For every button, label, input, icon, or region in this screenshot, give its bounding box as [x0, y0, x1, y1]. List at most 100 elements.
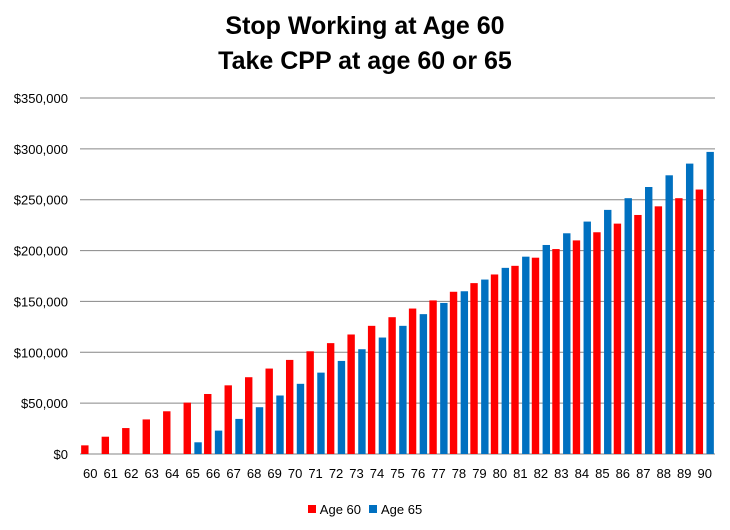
bar-age-60: [511, 265, 519, 454]
bar-age-60: [367, 325, 376, 454]
bar-age-60: [531, 257, 540, 454]
x-tick-label: 78: [452, 466, 466, 481]
bar-age-65: [419, 314, 428, 454]
bar-age-60: [265, 368, 273, 454]
y-tick-label: $250,000: [14, 193, 68, 208]
bar-age-65: [645, 187, 653, 454]
x-tick-label: 74: [370, 466, 384, 481]
y-tick-label: $100,000: [14, 345, 68, 360]
bar-age-60: [695, 189, 704, 455]
bar-age-60: [388, 317, 396, 454]
bar-age-65: [276, 395, 284, 454]
bar-age-60: [429, 300, 437, 454]
legend-label: Age 65: [381, 501, 423, 517]
bar-age-60: [163, 411, 171, 454]
bar-age-60: [408, 308, 417, 454]
x-tick-label: 60: [83, 466, 97, 481]
x-tick-label: 63: [144, 466, 158, 481]
bar-age-65: [563, 233, 571, 454]
x-tick-label: 82: [534, 466, 548, 481]
bar-age-60: [122, 428, 130, 454]
legend-item: Age 60: [307, 501, 361, 517]
x-tick-label: 79: [472, 466, 486, 481]
y-tick-label: $300,000: [14, 142, 68, 157]
bar-age-60: [490, 274, 499, 454]
bar-age-60: [204, 393, 212, 454]
y-tick-label: $0: [54, 447, 68, 462]
x-tick-label: 61: [103, 466, 117, 481]
bar-age-65: [501, 267, 510, 454]
x-tick-label: 75: [390, 466, 404, 481]
bar-age-60: [306, 351, 314, 454]
bar-age-60: [449, 291, 458, 454]
bar-age-65: [685, 163, 694, 455]
x-tick-label: 64: [165, 466, 179, 481]
x-tick-label: 62: [124, 466, 138, 481]
bar-age-65: [522, 256, 530, 454]
bar-age-60: [470, 283, 478, 454]
bar-age-60: [101, 436, 110, 454]
x-tick-label: 67: [226, 466, 240, 481]
bar-age-65: [296, 383, 305, 454]
x-tick-label: 71: [308, 466, 322, 481]
x-tick-label: 87: [636, 466, 650, 481]
y-tick-label: $150,000: [14, 294, 68, 309]
bar-age-65: [214, 430, 223, 454]
x-tick-label: 73: [349, 466, 363, 481]
bar-age-65: [440, 302, 448, 454]
bar-age-65: [317, 372, 325, 454]
legend-swatch: [369, 505, 377, 514]
bar-age-60: [593, 232, 601, 454]
x-tick-label: 77: [431, 466, 445, 481]
x-tick-label: 66: [206, 466, 220, 481]
chart-legend: Age 60 Age 65: [0, 500, 730, 517]
x-tick-label: 65: [185, 466, 199, 481]
x-tick-label: 69: [267, 466, 281, 481]
x-tick-label: 83: [554, 466, 568, 481]
bar-age-60: [81, 445, 89, 454]
bar-age-65: [706, 151, 714, 454]
bar-age-65: [542, 244, 550, 454]
bar-age-65: [460, 291, 469, 454]
bar-age-60: [654, 206, 663, 454]
bar-age-65: [583, 221, 591, 454]
x-tick-label: 72: [329, 466, 343, 481]
bar-age-65: [665, 175, 673, 455]
legend-item: Age 65: [369, 501, 422, 517]
bar-age-60: [675, 198, 683, 454]
bar-age-65: [337, 360, 346, 454]
bar-age-65: [399, 325, 407, 454]
legend-swatch: [307, 505, 316, 514]
chart-subtitle: Take CPP at age 60 or 65: [218, 47, 512, 75]
bar-age-65: [194, 442, 202, 454]
bar-age-60: [572, 240, 581, 454]
bar-age-65: [604, 209, 612, 454]
bar-age-65: [358, 349, 366, 454]
bar-age-60: [183, 402, 191, 454]
x-tick-label: 70: [288, 466, 302, 481]
bar-age-60: [224, 385, 232, 454]
bar-age-65: [481, 279, 489, 454]
bar-age-60: [285, 359, 294, 454]
bar-age-65: [624, 198, 632, 454]
x-tick-label: 90: [698, 466, 712, 481]
x-tick-label: 76: [411, 466, 425, 481]
bar-age-60: [634, 214, 642, 454]
chart-title: Stop Working at Age 60: [225, 12, 505, 40]
bar-age-60: [552, 249, 560, 454]
x-tick-label: 68: [247, 466, 261, 481]
bar-age-65: [378, 337, 387, 454]
bar-age-60: [245, 377, 253, 454]
x-tick-label: 88: [657, 466, 671, 481]
x-tick-label: 84: [575, 466, 589, 481]
bar-age-60: [326, 343, 335, 454]
y-tick-label: $350,000: [14, 91, 68, 106]
bar-age-65: [255, 407, 264, 454]
x-tick-label: 80: [493, 466, 507, 481]
x-tick-label: 89: [677, 466, 691, 481]
bar-age-60: [142, 419, 150, 454]
x-tick-label: 85: [595, 466, 609, 481]
x-tick-label: 81: [513, 466, 527, 481]
